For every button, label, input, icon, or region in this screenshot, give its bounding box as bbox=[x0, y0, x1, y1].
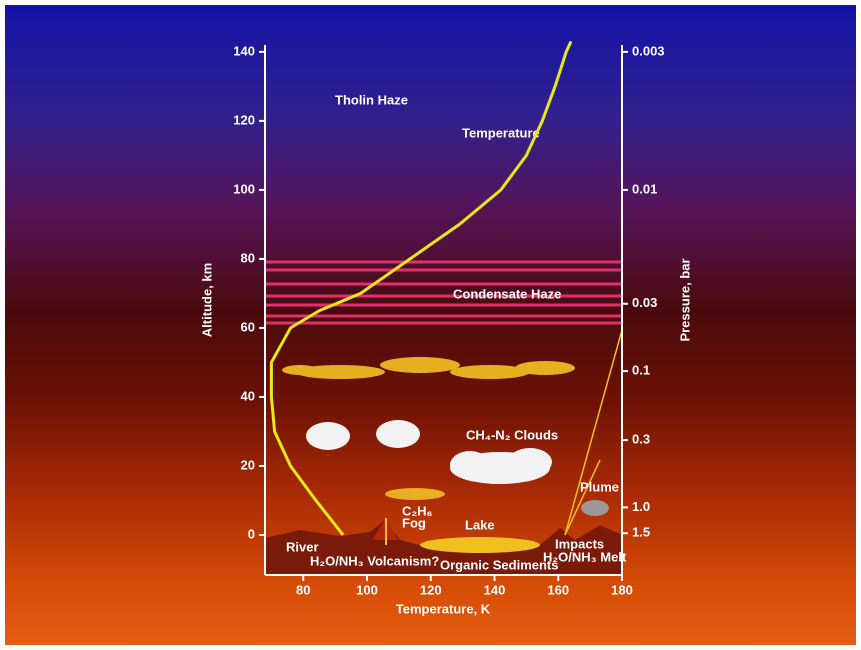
annotation: Organic Sediments bbox=[440, 557, 558, 572]
x-tick-label: 100 bbox=[356, 582, 378, 597]
axes bbox=[264, 45, 623, 576]
y2-tick-label: 0.3 bbox=[632, 432, 650, 447]
annotation: Fog bbox=[402, 515, 426, 530]
y-tick-label: 40 bbox=[241, 388, 255, 403]
annotation: Impacts bbox=[555, 536, 604, 551]
x-axis-title: Temperature, K bbox=[396, 601, 491, 616]
annotation: H₂O/NH₃ Volcanism? bbox=[310, 553, 439, 568]
y-tick-label: 20 bbox=[241, 457, 255, 472]
y-axis-title: Altitude, km bbox=[199, 263, 214, 337]
background bbox=[5, 5, 856, 645]
y-tick-label: 120 bbox=[233, 112, 255, 127]
annotation: H₂O/NH₃ Melt bbox=[543, 549, 627, 564]
x-tick-label: 160 bbox=[547, 582, 569, 597]
series-label: Temperature bbox=[462, 125, 540, 140]
x-tick-label: 180 bbox=[611, 582, 633, 597]
methane-clouds bbox=[306, 420, 609, 516]
annotation: Condensate Haze bbox=[453, 286, 561, 301]
fog bbox=[385, 488, 445, 500]
y-tick-label: 0 bbox=[248, 526, 255, 541]
y2-tick-label: 1.0 bbox=[632, 499, 650, 514]
condensate-haze-bands bbox=[265, 260, 622, 325]
annotation: C₂H₆ bbox=[402, 503, 433, 518]
y2-tick-label: 0.1 bbox=[632, 363, 650, 378]
y-tick-label: 60 bbox=[241, 319, 255, 334]
x-tick-label: 80 bbox=[296, 582, 310, 597]
x-tick-label: 140 bbox=[484, 582, 506, 597]
annotation: Lake bbox=[465, 517, 495, 532]
y2-axis-title: Pressure, bar bbox=[677, 258, 692, 341]
annotation: CH₄-N₂ Clouds bbox=[466, 427, 558, 442]
haze-clouds bbox=[282, 357, 575, 379]
y-tick-label: 80 bbox=[241, 250, 255, 265]
temperature-line bbox=[269, 40, 573, 536]
y-tick-label: 100 bbox=[233, 181, 255, 196]
annotation: River bbox=[286, 539, 319, 554]
y2-tick-label: 0.03 bbox=[632, 295, 657, 310]
y2-tick-label: 1.5 bbox=[632, 525, 650, 540]
y2-tick-label: 0.003 bbox=[632, 43, 665, 58]
y2-tick-label: 0.01 bbox=[632, 181, 657, 196]
y-tick-label: 140 bbox=[233, 43, 255, 58]
terrain bbox=[265, 329, 623, 575]
annotation: Plume bbox=[580, 479, 619, 494]
annotation: Tholin Haze bbox=[335, 92, 408, 107]
x-tick-label: 120 bbox=[420, 582, 442, 597]
